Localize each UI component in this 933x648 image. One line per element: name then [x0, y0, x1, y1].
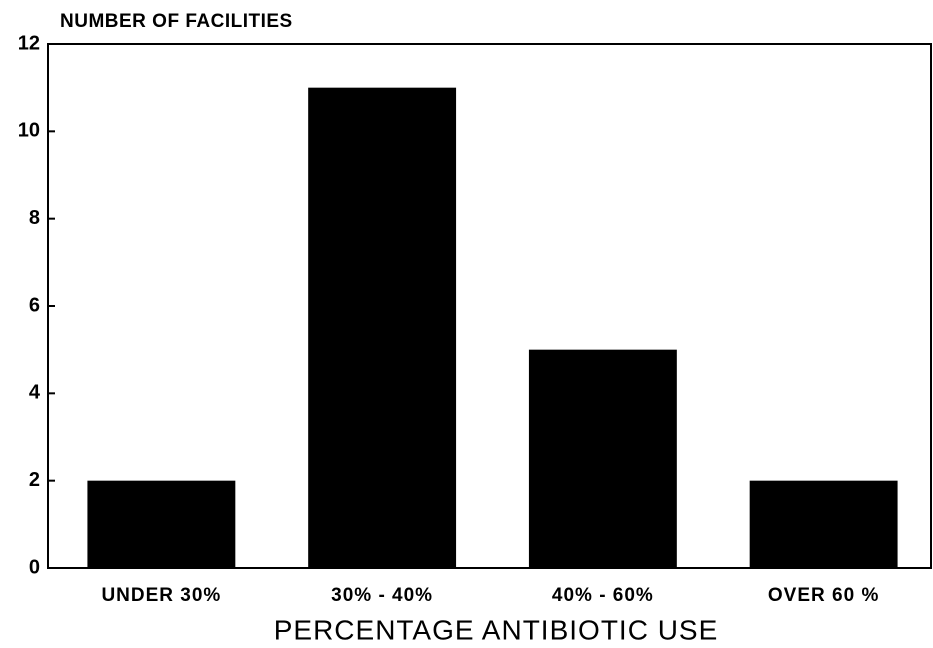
x-tick-label: 30% - 40%: [331, 585, 433, 606]
y-axis-label: NUMBER OF FACILITIES: [60, 11, 293, 32]
x-tick-label: OVER 60 %: [768, 585, 879, 606]
y-tick-label: 2: [29, 469, 40, 491]
bar: [749, 480, 898, 568]
y-tick-label: 10: [18, 120, 40, 142]
x-axis-label: PERCENTAGE ANTIBIOTIC USE: [274, 614, 719, 645]
bar: [308, 87, 457, 569]
x-tick-label: UNDER 30%: [101, 585, 221, 606]
y-tick-label: 0: [29, 556, 40, 578]
y-tick-label: 8: [29, 207, 40, 229]
y-tick-label: 12: [18, 32, 40, 54]
y-tick-label: 6: [29, 294, 40, 316]
y-tick-label: 4: [29, 382, 41, 404]
bar: [528, 349, 677, 568]
bar: [87, 480, 236, 568]
x-tick-label: 40% - 60%: [552, 585, 654, 606]
